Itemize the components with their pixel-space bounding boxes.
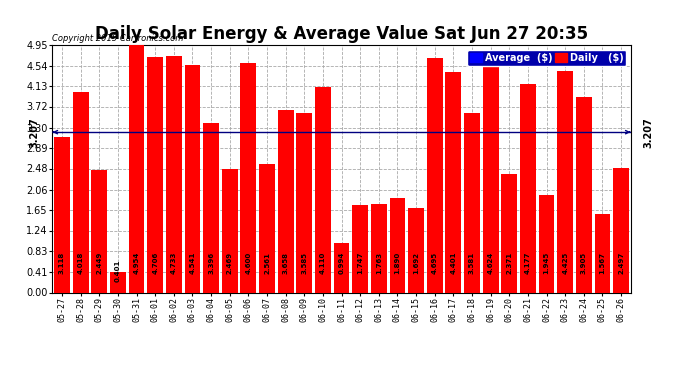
Text: 4.110: 4.110	[320, 252, 326, 274]
Text: 1.692: 1.692	[413, 252, 419, 274]
Text: 1.567: 1.567	[600, 252, 605, 274]
Bar	[576, 97, 592, 292]
Text: 4.600: 4.600	[246, 252, 251, 274]
Text: 4.018: 4.018	[78, 252, 83, 274]
Text: 2.371: 2.371	[506, 252, 512, 274]
Bar	[147, 57, 163, 292]
Text: 4.954: 4.954	[134, 252, 139, 274]
Text: 0.994: 0.994	[339, 252, 344, 274]
Bar	[110, 273, 126, 292]
Bar	[539, 195, 555, 292]
Text: 2.449: 2.449	[97, 252, 102, 274]
Bar	[54, 136, 70, 292]
Bar	[240, 63, 256, 292]
Bar	[427, 58, 443, 292]
Text: 2.561: 2.561	[264, 252, 270, 274]
Bar	[297, 113, 312, 292]
Text: 4.177: 4.177	[525, 252, 531, 274]
Bar	[315, 87, 331, 292]
Text: 4.624: 4.624	[488, 252, 493, 274]
Text: 2.497: 2.497	[618, 252, 624, 274]
Bar	[353, 205, 368, 292]
Bar	[259, 165, 275, 292]
Text: 3.905: 3.905	[581, 252, 586, 274]
Bar	[613, 168, 629, 292]
Bar	[91, 170, 107, 292]
Bar	[334, 243, 349, 292]
Text: 4.695: 4.695	[432, 252, 437, 274]
Bar	[371, 204, 386, 292]
Legend: Average  ($), Daily   ($): Average ($), Daily ($)	[467, 50, 627, 66]
Text: 3.207: 3.207	[644, 117, 653, 147]
Text: 4.425: 4.425	[562, 252, 568, 274]
Text: 3.396: 3.396	[208, 252, 214, 274]
Text: 1.747: 1.747	[357, 252, 363, 274]
Bar	[502, 174, 518, 292]
Bar	[166, 56, 181, 292]
Bar	[446, 72, 462, 292]
Text: 0.401: 0.401	[115, 260, 121, 282]
Bar	[464, 114, 480, 292]
Text: 3.658: 3.658	[283, 252, 288, 274]
Bar	[184, 66, 200, 292]
Text: 1.945: 1.945	[544, 252, 549, 274]
Text: 1.890: 1.890	[395, 252, 400, 274]
Bar	[277, 110, 293, 292]
Bar	[72, 92, 88, 292]
Bar	[595, 214, 611, 292]
Text: 3.207: 3.207	[30, 117, 39, 147]
Title: Daily Solar Energy & Average Value Sat Jun 27 20:35: Daily Solar Energy & Average Value Sat J…	[95, 26, 588, 44]
Bar	[520, 84, 536, 292]
Bar	[221, 169, 237, 292]
Bar	[408, 208, 424, 292]
Text: 4.401: 4.401	[451, 252, 456, 274]
Text: 3.585: 3.585	[302, 252, 307, 274]
Text: 4.733: 4.733	[171, 252, 177, 274]
Text: 1.763: 1.763	[376, 252, 382, 274]
Text: Copyright 2015 Cartronics.com: Copyright 2015 Cartronics.com	[52, 33, 183, 42]
Text: 3.118: 3.118	[59, 252, 65, 274]
Bar	[203, 123, 219, 292]
Text: 4.541: 4.541	[190, 252, 195, 274]
Bar	[558, 71, 573, 292]
Bar	[128, 45, 144, 292]
Bar	[483, 61, 499, 292]
Text: 2.469: 2.469	[227, 252, 233, 274]
Text: 4.706: 4.706	[152, 252, 158, 274]
Text: 3.581: 3.581	[469, 252, 475, 274]
Bar	[390, 198, 406, 292]
